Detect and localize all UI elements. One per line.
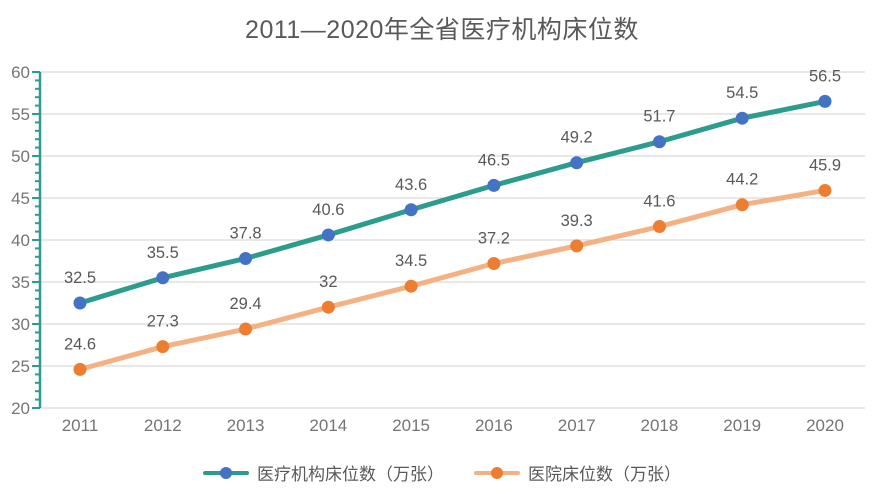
data-point [73, 296, 87, 310]
x-tick-label: 2016 [475, 416, 513, 435]
x-tick-label: 2019 [723, 416, 761, 435]
legend-item-hospital-beds: 医院床位数（万张） [474, 460, 681, 485]
legend-line-dot-icon [474, 466, 520, 479]
data-label: 37.2 [478, 230, 510, 248]
data-point [735, 198, 749, 212]
data-point [570, 239, 584, 253]
data-label: 37.8 [229, 224, 261, 242]
series-line-1 [77, 187, 828, 372]
y-tick-label: 35 [11, 273, 30, 292]
data-label: 56.5 [809, 67, 841, 85]
x-tick-label: 2012 [144, 416, 182, 435]
data-label: 41.6 [643, 193, 675, 211]
x-tick-label: 2018 [641, 416, 679, 435]
legend-label: 医院床位数（万张） [528, 465, 681, 484]
x-tick-label: 2013 [227, 416, 265, 435]
x-tick-label: 2011 [62, 416, 99, 435]
y-tick-label: 40 [11, 231, 30, 250]
y-tick-label: 55 [11, 105, 30, 124]
data-point [818, 94, 832, 108]
data-point [404, 279, 418, 293]
data-point [321, 300, 335, 314]
data-label: 46.5 [478, 151, 510, 169]
data-label: 24.6 [64, 335, 96, 353]
y-tick-label: 20 [11, 399, 30, 418]
data-point [487, 257, 501, 271]
legend-dot-swatch [491, 466, 503, 479]
data-point [239, 322, 253, 336]
legend: 医疗机构床位数（万张） 医院床位数（万张） [0, 460, 884, 485]
data-label: 34.5 [395, 252, 427, 270]
data-point [818, 183, 832, 197]
data-point [156, 271, 170, 285]
y-tick-label: 60 [11, 63, 30, 82]
legend-line-dot-icon [203, 466, 249, 479]
data-label: 49.2 [561, 129, 593, 147]
data-label: 45.9 [809, 156, 841, 174]
data-label: 51.7 [643, 108, 675, 126]
data-label: 27.3 [147, 313, 179, 331]
data-point [487, 178, 501, 192]
data-point [570, 156, 584, 170]
x-tick-label: 2017 [558, 416, 596, 435]
data-point [652, 135, 666, 149]
x-tick-label: 2014 [309, 416, 347, 435]
y-tick-label: 45 [11, 189, 30, 208]
data-point [404, 203, 418, 217]
y-tick-label: 25 [11, 357, 30, 376]
data-label: 44.2 [726, 171, 758, 189]
data-label: 39.3 [561, 212, 593, 230]
series-line-0 [77, 98, 828, 306]
legend-dot-swatch [220, 466, 232, 479]
y-tick-label: 30 [11, 315, 30, 334]
legend-label: 医疗机构床位数（万张） [257, 465, 444, 484]
data-point [321, 228, 335, 242]
data-label: 32.5 [64, 269, 96, 287]
legend-item-medical-institution-beds: 医疗机构床位数（万张） [203, 460, 444, 485]
data-point [156, 340, 170, 354]
data-point [652, 220, 666, 234]
chart-title: 2011—2020年全省医疗机构床位数 [245, 16, 639, 44]
x-tick-label: 2015 [392, 416, 430, 435]
x-tick-label: 2020 [806, 416, 844, 435]
data-label: 29.4 [229, 295, 261, 313]
data-point [735, 111, 749, 125]
y-tick-label: 50 [11, 147, 30, 166]
data-label: 40.6 [312, 201, 344, 219]
data-label: 43.6 [395, 176, 427, 194]
data-point [73, 362, 87, 376]
data-label: 32 [319, 273, 337, 291]
data-point [239, 251, 253, 265]
data-label: 35.5 [147, 244, 179, 262]
data-label: 54.5 [726, 84, 758, 102]
